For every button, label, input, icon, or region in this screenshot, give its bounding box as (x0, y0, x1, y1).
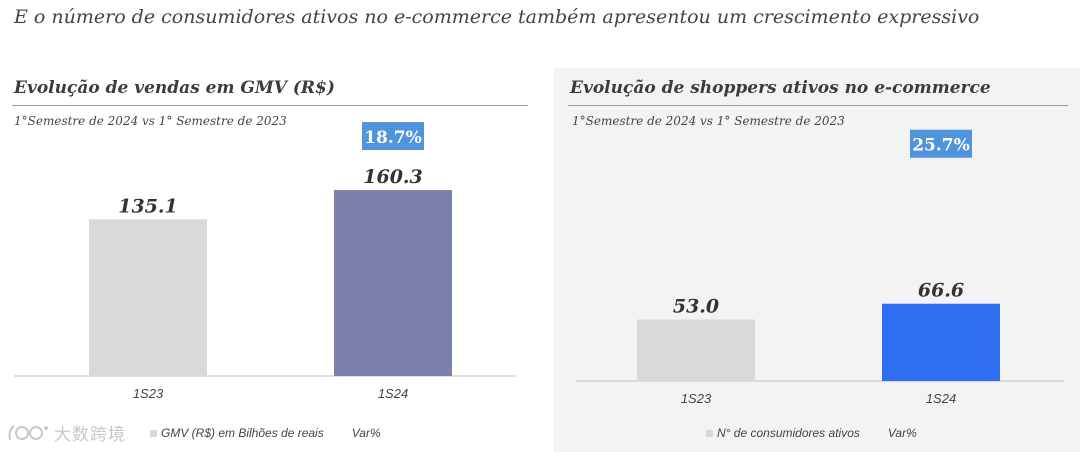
chart-legend: GMV (R$) em Bilhões de reais Var% (150, 426, 381, 440)
chart-title: Evolução de shoppers ativos no e-commerc… (570, 78, 991, 98)
gmv-bar-chart: 135.1 1S23 160.3 1S24 18.7% (14, 122, 516, 401)
bar-1S24 (882, 303, 1000, 381)
x-tick-label-1S23: 1S23 (133, 386, 164, 401)
bar-1S23 (637, 319, 755, 381)
shoppers-bar-chart: 53.0 1S23 66.6 1S24 25.7% (570, 129, 1064, 419)
chart-subtitle: 1°Semestre de 2024 vs 1° Semestre de 202… (572, 114, 845, 128)
chart-subtitle: 1°Semestre de 2024 vs 1° Semestre de 202… (14, 114, 287, 128)
x-tick-label-1S23: 1S23 (681, 391, 712, 406)
legend-series-label: N° de consumidores ativos (717, 426, 860, 440)
gmv-chart-panel: Evolução de vendas em GMV (R$) 1°Semestr… (0, 68, 540, 452)
logo-icon (8, 424, 48, 440)
bar-1S24 (334, 190, 452, 376)
legend-swatch (706, 429, 713, 437)
x-tick-label-1S24: 1S24 (926, 391, 956, 406)
page-headline: E o número de consumidores ativos no e-c… (14, 6, 980, 28)
title-divider (12, 105, 528, 106)
data-label-1S23: 135.1 (118, 195, 178, 217)
shoppers-chart-panel: Evolução de shoppers ativos no e-commerc… (554, 68, 1080, 452)
data-label-1S24: 66.6 (918, 280, 964, 302)
legend-variation-label: Var% (351, 426, 381, 440)
x-tick-label-1S24: 1S24 (378, 386, 408, 401)
variation-badge (362, 122, 424, 151)
chart-title: Evolução de vendas em GMV (R$) (14, 78, 335, 98)
legend-variation-label: Var% (887, 426, 917, 440)
watermark-text: 大数跨境 (54, 425, 126, 445)
variation-label: 25.7% (912, 136, 970, 156)
title-divider (568, 105, 1068, 106)
legend-series-label: GMV (R$) em Bilhões de reais (161, 426, 324, 440)
data-label-1S24: 160.3 (363, 166, 423, 188)
variation-badge (910, 129, 972, 158)
watermark: 大数跨境 (6, 420, 126, 445)
bar-1S23 (89, 219, 207, 376)
variation-label: 18.7% (364, 128, 422, 148)
legend-swatch (150, 429, 157, 437)
chart-legend: N° de consumidores ativos Var% (706, 426, 917, 440)
data-label-1S23: 53.0 (673, 296, 719, 318)
